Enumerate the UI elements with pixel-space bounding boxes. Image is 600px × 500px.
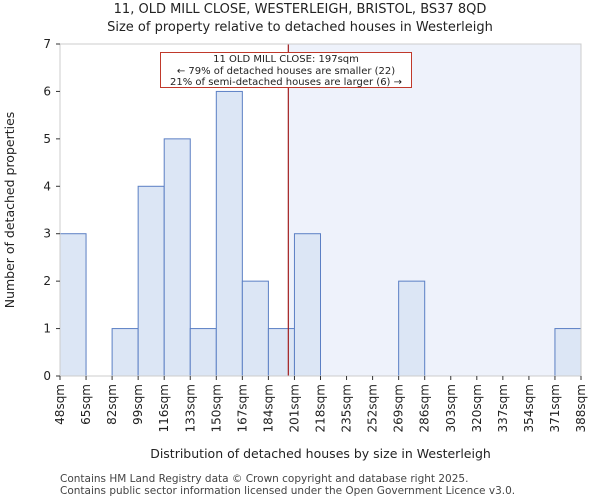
x-tick-label: 184sqm xyxy=(261,384,275,432)
annotation-line-1: 11 OLD MILL CLOSE: 197sqm xyxy=(213,54,359,65)
x-tick-label: 201sqm xyxy=(287,384,301,432)
histogram-bar xyxy=(215,90,243,377)
y-tick-label: 2 xyxy=(43,274,51,288)
x-tick-label: 116sqm xyxy=(157,384,171,432)
x-tick-label: 65sqm xyxy=(79,384,93,425)
x-tick-label: 354sqm xyxy=(522,384,536,432)
footer-line-1: Contains HM Land Registry data © Crown c… xyxy=(60,473,469,485)
y-tick-label: 0 xyxy=(43,369,51,383)
property-annotation: 11 OLD MILL CLOSE: 197sqm ← 79% of detac… xyxy=(160,52,412,88)
x-tick-label: 235sqm xyxy=(340,384,354,432)
chart-subtitle: Size of property relative to detached ho… xyxy=(107,20,493,35)
x-tick-label: 388sqm xyxy=(574,384,588,432)
y-tick-label: 3 xyxy=(43,227,51,241)
x-tick-label: 303sqm xyxy=(444,384,458,432)
x-tick-label: 218sqm xyxy=(314,384,328,432)
x-tick-label: 82sqm xyxy=(105,384,119,425)
annotation-line-2: ← 79% of detached houses are smaller (22… xyxy=(176,65,396,77)
histogram-bar xyxy=(59,233,87,377)
histogram-bar xyxy=(398,280,426,377)
y-tick-label: 4 xyxy=(43,179,51,193)
chart-title: 11, OLD MILL CLOSE, WESTERLEIGH, BRISTOL… xyxy=(113,2,487,17)
y-tick-label: 1 xyxy=(43,322,51,336)
larger-region-highlight xyxy=(288,44,581,376)
x-tick-label: 150sqm xyxy=(209,384,223,432)
x-tick-label: 320sqm xyxy=(470,384,484,432)
histogram-bar xyxy=(241,280,269,377)
footer-line-2: Contains public sector information licen… xyxy=(60,485,516,497)
annotation-line-3: 21% of semi-detached houses are larger (… xyxy=(169,77,403,88)
y-axis-label: Number of detached properties xyxy=(2,112,17,309)
x-tick-label: 252sqm xyxy=(366,384,380,432)
y-tick-label: 5 xyxy=(43,132,51,146)
x-tick-label: 133sqm xyxy=(183,384,197,432)
x-tick-label: 48sqm xyxy=(53,384,67,425)
x-axis-label: Distribution of detached houses by size … xyxy=(150,446,491,461)
x-tick-label: 167sqm xyxy=(235,384,249,432)
histogram-bar xyxy=(267,328,295,377)
y-tick-label: 7 xyxy=(43,37,51,51)
histogram-bar xyxy=(137,185,165,377)
histogram-bar xyxy=(293,233,322,377)
histogram-bar xyxy=(189,328,217,377)
histogram-bar xyxy=(554,328,582,377)
y-tick-label: 6 xyxy=(43,84,51,98)
x-tick-label: 371sqm xyxy=(548,384,562,432)
x-tick-label: 99sqm xyxy=(131,384,145,425)
histogram-bar xyxy=(163,138,191,377)
x-tick-label: 337sqm xyxy=(496,384,510,432)
x-tick-label: 269sqm xyxy=(392,384,406,432)
x-tick-label: 286sqm xyxy=(418,384,432,432)
histogram-bar xyxy=(111,328,139,377)
